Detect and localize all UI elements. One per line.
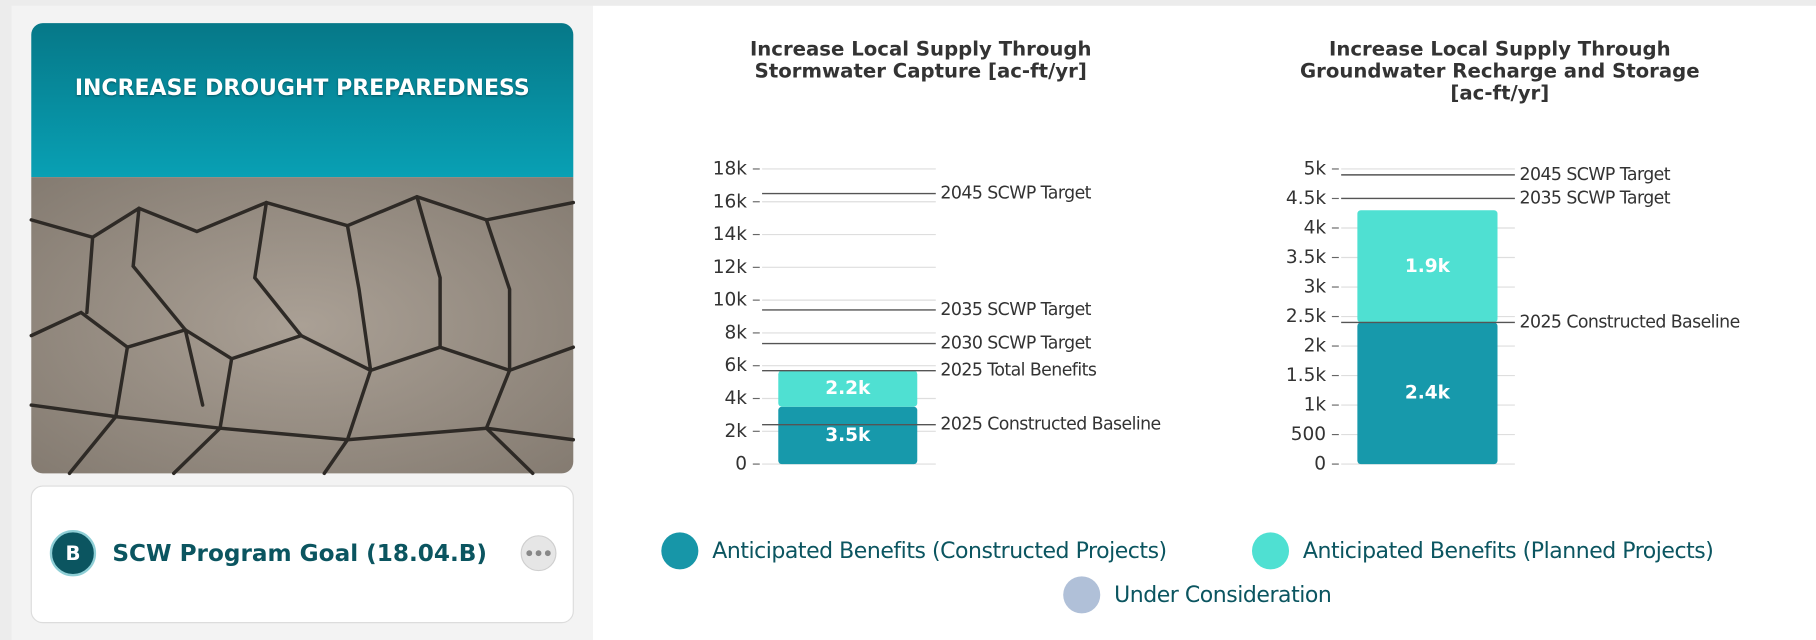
reference-label: 2025 Constructed Baseline	[1520, 312, 1740, 332]
reference-label: 2025 Constructed Baseline	[940, 415, 1160, 435]
card-title: INCREASE DROUGHT PREPAREDNESS	[69, 76, 535, 99]
reference-label: 2045 SCWP Target	[940, 184, 1091, 204]
y-tick-label: 4k	[1304, 217, 1327, 238]
value-label: 1.9k	[1405, 256, 1451, 277]
legend-label: Anticipated Benefits (Constructed Projec…	[712, 539, 1166, 564]
value-label: 3.5k	[825, 425, 871, 446]
chart-title-box: Increase Local Supply Through Groundwate…	[1286, 39, 1715, 120]
y-tick-label: 4k	[724, 388, 747, 409]
y-tick-label: 10k	[713, 290, 748, 311]
reference-label: 2030 SCWP Target	[940, 334, 1091, 354]
chart-title: Increase Local Supply Through Stormwater…	[712, 39, 1129, 83]
value-label: 2.4k	[1405, 383, 1451, 404]
y-tick-label: 4.5k	[1286, 188, 1326, 209]
y-tick-label: 8k	[724, 322, 747, 343]
reference-label: 2035 SCWP Target	[940, 300, 1091, 320]
y-tick-label: 3.5k	[1286, 247, 1326, 268]
y-tick-label: 2k	[724, 421, 747, 442]
y-tick-label: 3k	[1304, 277, 1327, 298]
card-title-box: INCREASE DROUGHT PREPAREDNESS	[69, 76, 535, 129]
badge-label: B	[65, 542, 80, 565]
goal-card: INCREASE DROUGHT PREPAREDNESS B SCW Prog…	[31, 23, 573, 622]
legend-swatch	[1252, 532, 1289, 569]
chart-title-box: Increase Local Supply Through Stormwater…	[712, 39, 1129, 120]
y-tick-label: 16k	[713, 191, 748, 212]
value-label: 2.2k	[825, 378, 871, 399]
y-tick-label: 0	[1314, 454, 1326, 475]
legend-label: Under Consideration	[1114, 583, 1331, 608]
y-tick-label: 18k	[713, 158, 748, 179]
more-dots	[526, 550, 550, 556]
y-tick-label: 2.5k	[1286, 306, 1326, 327]
reference-label: 2025 Total Benefits	[940, 361, 1096, 381]
y-tick-label: 12k	[713, 257, 748, 278]
legend-label: Anticipated Benefits (Planned Projects)	[1303, 539, 1713, 564]
y-tick-label: 6k	[724, 355, 747, 376]
y-tick-label: 2k	[1304, 336, 1327, 357]
y-tick-label: 0	[735, 454, 747, 475]
y-tick-label: 1.5k	[1286, 365, 1326, 386]
dashboard: INCREASE DROUGHT PREPAREDNESS B SCW Prog…	[0, 0, 1816, 640]
chart-title: Increase Local Supply Through Groundwate…	[1286, 39, 1715, 105]
goal-label: SCW Program Goal (18.04.B)	[112, 541, 487, 567]
reference-label: 2045 SCWP Target	[1520, 165, 1671, 185]
legend-swatch	[661, 532, 698, 569]
y-tick-label: 14k	[713, 224, 748, 245]
reference-label: 2035 SCWP Target	[1520, 188, 1671, 208]
y-tick-label: 1k	[1304, 395, 1327, 416]
y-tick-label: 500	[1291, 424, 1326, 445]
y-tick-label: 5k	[1304, 158, 1327, 179]
legend-swatch	[1063, 576, 1100, 613]
